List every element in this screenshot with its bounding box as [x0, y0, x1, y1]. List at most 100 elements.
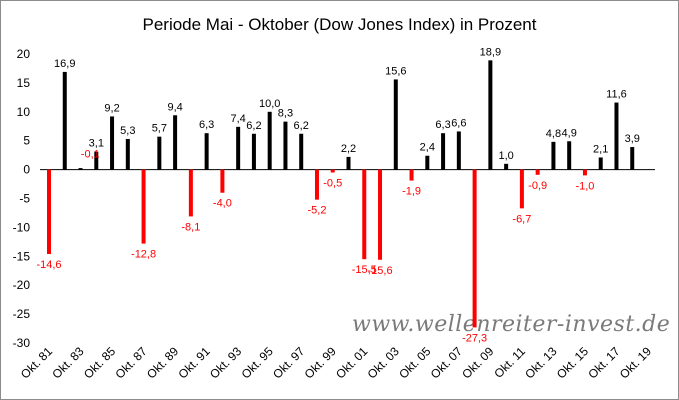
- data-label: 8,3: [278, 108, 293, 120]
- bar: [630, 147, 635, 170]
- bar: [582, 169, 587, 176]
- y-tick-label: -10: [13, 220, 31, 234]
- y-tick-label: 20: [17, 47, 31, 61]
- data-label: 4,8: [546, 128, 561, 140]
- data-label: 2,4: [420, 142, 435, 154]
- bar: [441, 133, 446, 170]
- bar: [456, 131, 461, 170]
- bar: [488, 60, 493, 170]
- bar: [551, 141, 556, 170]
- data-label: 4,9: [562, 127, 577, 139]
- bar: [94, 151, 99, 170]
- x-tick-label: Okt. 11: [491, 344, 528, 381]
- x-tick-label: Okt. 17: [585, 344, 622, 381]
- bar: [504, 163, 509, 170]
- data-label: -1,9: [402, 186, 421, 198]
- data-label: 6,3: [199, 119, 214, 131]
- data-label: -0,9: [528, 180, 547, 192]
- bar: [251, 133, 256, 170]
- bar: [47, 169, 51, 254]
- data-label: -12,8: [131, 249, 156, 261]
- data-label: 11,6: [606, 89, 627, 101]
- data-label: 6,6: [451, 117, 466, 129]
- data-label: 6,3: [435, 119, 450, 131]
- data-labels: -14,6 16,9 3,1 9,25,3 -12,8 5,79,4 -8,1 6,3 -4,0…: [36, 46, 639, 344]
- data-label: 3,1: [89, 138, 104, 150]
- bar: [188, 169, 193, 217]
- bar: [204, 133, 209, 170]
- bar: [267, 111, 272, 170]
- bar: [78, 168, 83, 170]
- data-label: 10,0: [259, 98, 280, 110]
- data-label: 5,3: [120, 125, 135, 137]
- x-tick-label: Okt. 95: [239, 344, 276, 381]
- data-label: -8,1: [181, 221, 200, 233]
- bar: [283, 121, 288, 170]
- y-tick-label: 10: [17, 105, 31, 119]
- bar: [220, 169, 225, 193]
- x-tick-label: Okt. 85: [81, 344, 118, 381]
- data-label: -4,0: [213, 198, 232, 210]
- data-label: -5,2: [307, 205, 326, 217]
- x-tick-label: Okt. 89: [144, 344, 181, 381]
- bar: [425, 155, 430, 170]
- data-label: 3,9: [625, 133, 640, 145]
- x-tick-label: Okt. 03: [365, 344, 402, 381]
- data-label: -6,7: [512, 213, 531, 225]
- y-tick-label: -20: [13, 278, 31, 292]
- data-label: 18,9: [480, 46, 501, 58]
- data-label: -15,5: [352, 264, 377, 276]
- data-label: 6,2: [294, 120, 309, 132]
- x-tick-label: Okt. 15: [554, 344, 591, 381]
- bar: [472, 169, 477, 328]
- data-label: 5,7: [152, 123, 167, 135]
- bar: [409, 169, 414, 181]
- bar: [378, 169, 383, 260]
- annotation-label: -0,1: [81, 149, 100, 161]
- y-tick-label: 5: [23, 134, 30, 148]
- x-tick-label: Okt. 87: [112, 344, 149, 381]
- bar: [125, 138, 130, 170]
- data-label: -15,6: [367, 265, 392, 277]
- y-tick-label: -5: [19, 192, 30, 206]
- data-label: 6,2: [246, 120, 261, 132]
- bar: [62, 71, 67, 170]
- y-tick-label: 15: [17, 76, 31, 90]
- bar: [141, 169, 146, 244]
- data-label: 2,2: [341, 143, 356, 155]
- data-label: 15,6: [385, 65, 406, 77]
- bar: [535, 169, 540, 175]
- x-tick-label: Okt. 19: [617, 344, 654, 381]
- y-tick-label: -30: [13, 336, 31, 350]
- x-tick-label: Okt. 93: [207, 344, 244, 381]
- watermark: www.wellenreiter-invest.de: [352, 312, 671, 337]
- x-tick-label: Okt. 05: [396, 344, 433, 381]
- data-label: 9,2: [104, 102, 119, 114]
- bar: [330, 169, 335, 173]
- chart-title: Periode Mai - Oktober (Dow Jones Index) …: [142, 15, 537, 34]
- y-tick-label: -25: [13, 307, 31, 321]
- bar: [362, 169, 367, 260]
- bar: [346, 156, 351, 170]
- bars: [40, 60, 655, 328]
- x-tick-label: Okt. 09: [459, 344, 496, 381]
- bar: [157, 136, 162, 170]
- x-tick-label: Okt. 13: [522, 344, 559, 381]
- x-tick-label: Okt. 83: [49, 344, 86, 381]
- bar: [110, 116, 115, 170]
- data-label: 9,4: [167, 101, 182, 113]
- y-tick-label: -15: [13, 249, 31, 263]
- y-tick-label: 0: [23, 163, 30, 177]
- bar: [314, 169, 319, 200]
- data-label: 2,1: [593, 143, 608, 155]
- data-label: -0,5: [323, 177, 342, 189]
- bar: [299, 133, 304, 170]
- x-tick-label: Okt. 01: [333, 344, 370, 381]
- data-label: -14,6: [36, 259, 61, 271]
- x-tick-label: Okt. 91: [175, 344, 212, 381]
- data-label: -1,0: [575, 180, 594, 192]
- bar: [173, 115, 178, 170]
- bar: [393, 79, 398, 170]
